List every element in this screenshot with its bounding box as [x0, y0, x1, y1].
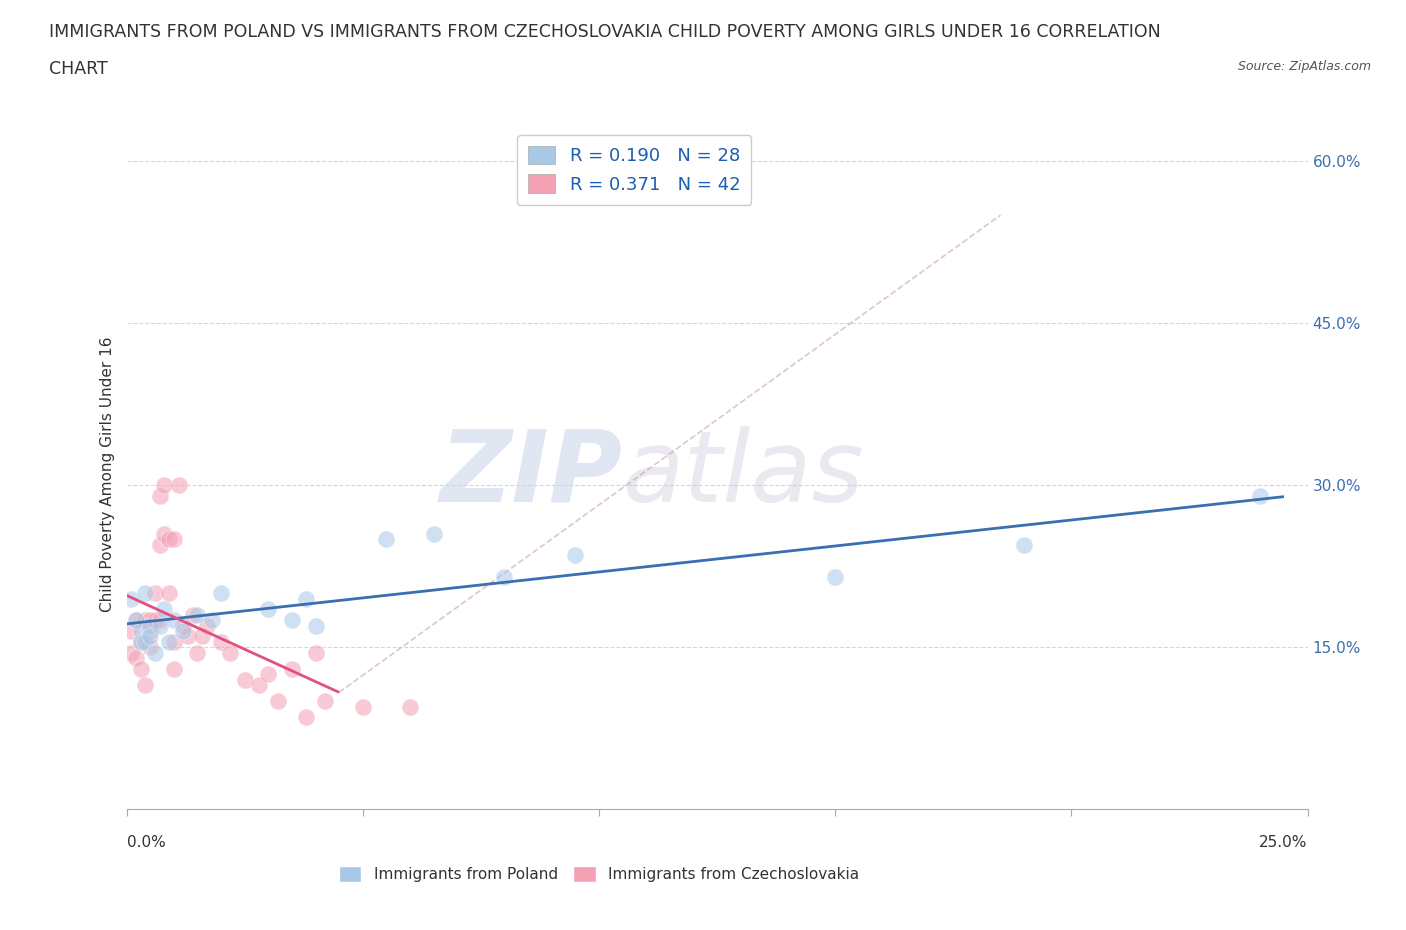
Point [181, 607, 204, 622]
Point [172, 618, 194, 633]
Point [143, 586, 166, 601]
Point [139, 618, 162, 633]
Point [149, 618, 172, 633]
Point [295, 591, 318, 606]
Point [134, 613, 156, 628]
Point [314, 694, 336, 709]
Point [422, 526, 444, 541]
Point [163, 532, 186, 547]
Point [120, 623, 142, 638]
Point [157, 586, 180, 601]
Point [209, 634, 232, 649]
Point [304, 645, 326, 660]
Point [375, 532, 398, 547]
Point [153, 526, 176, 541]
Point [177, 629, 200, 644]
Point [257, 602, 280, 617]
Point [195, 618, 218, 633]
Point [149, 537, 172, 551]
Point [399, 699, 422, 714]
Point [267, 694, 290, 709]
Text: 0.0%: 0.0% [127, 834, 166, 849]
Point [824, 569, 846, 584]
Point [163, 661, 186, 676]
Text: IMMIGRANTS FROM POLAND VS IMMIGRANTS FROM CZECHOSLOVAKIA CHILD POVERTY AMONG GIR: IMMIGRANTS FROM POLAND VS IMMIGRANTS FRO… [49, 23, 1161, 41]
Point [163, 634, 186, 649]
Point [186, 607, 208, 622]
Point [352, 699, 374, 714]
Point [163, 613, 186, 628]
Point [209, 586, 232, 601]
Point [129, 634, 152, 649]
Point [139, 629, 162, 644]
Point [494, 569, 516, 584]
Point [564, 548, 586, 563]
Point [153, 602, 176, 617]
Legend: Immigrants from Poland, Immigrants from Czechoslovakia: Immigrants from Poland, Immigrants from … [332, 860, 866, 888]
Point [129, 634, 152, 649]
Point [186, 645, 208, 660]
Point [304, 618, 326, 633]
Point [143, 613, 166, 628]
Point [149, 613, 172, 628]
Point [129, 623, 152, 638]
Point [139, 623, 162, 638]
Text: Source: ZipAtlas.com: Source: ZipAtlas.com [1237, 60, 1371, 73]
Point [120, 591, 142, 606]
Point [281, 613, 304, 628]
Point [167, 478, 190, 493]
Point [200, 613, 222, 628]
Text: ZIP: ZIP [440, 426, 623, 523]
Point [125, 613, 148, 628]
Point [295, 710, 318, 724]
Text: 25.0%: 25.0% [1260, 834, 1308, 849]
Point [157, 532, 180, 547]
Point [129, 661, 152, 676]
Y-axis label: Child Poverty Among Girls Under 16: Child Poverty Among Girls Under 16 [100, 337, 115, 612]
Point [139, 613, 162, 628]
Point [134, 634, 156, 649]
Point [281, 661, 304, 676]
Point [153, 478, 176, 493]
Point [120, 645, 142, 660]
Point [143, 645, 166, 660]
Point [125, 650, 148, 665]
Point [233, 672, 256, 687]
Point [1249, 488, 1271, 503]
Point [139, 640, 162, 655]
Point [134, 586, 156, 601]
Point [191, 629, 214, 644]
Point [257, 667, 280, 682]
Point [125, 613, 148, 628]
Text: atlas: atlas [623, 426, 865, 523]
Point [1012, 537, 1035, 551]
Point [172, 623, 194, 638]
Point [149, 488, 172, 503]
Point [219, 645, 242, 660]
Point [157, 634, 180, 649]
Point [134, 677, 156, 692]
Point [247, 677, 270, 692]
Text: CHART: CHART [49, 60, 108, 78]
